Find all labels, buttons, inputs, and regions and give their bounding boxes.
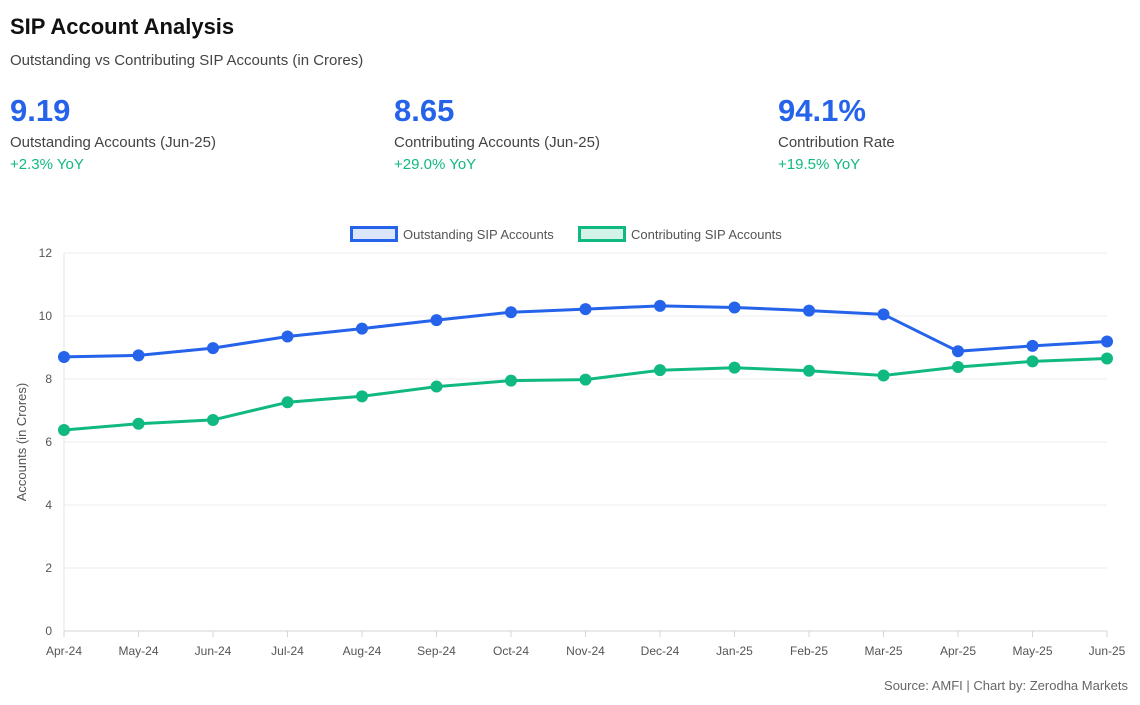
kpi-change: +2.3% YoY <box>10 156 84 173</box>
data-point-outstanding <box>207 342 219 355</box>
data-point-outstanding <box>803 304 815 317</box>
y-axis-title: Accounts (in Crores) <box>14 383 29 501</box>
kpi-label: Contribution Rate <box>778 134 895 151</box>
x-tick-label: Apr-25 <box>940 644 976 658</box>
data-point-outstanding <box>430 314 443 327</box>
data-point-outstanding <box>58 350 70 363</box>
y-tick-label: 6 <box>45 435 52 449</box>
x-tick-label: Jul-24 <box>271 644 304 658</box>
kpi-value: 9.19 <box>10 93 71 128</box>
data-point-contributing <box>803 364 815 377</box>
data-point-outstanding <box>1026 339 1039 352</box>
data-point-contributing <box>430 380 443 393</box>
x-tick-label: Jun-24 <box>195 644 232 658</box>
x-tick-label: Jan-25 <box>716 644 753 658</box>
kpi-change: +19.5% YoY <box>778 156 861 173</box>
y-tick-label: 0 <box>45 624 52 638</box>
page-title: SIP Account Analysis <box>10 14 235 39</box>
data-point-outstanding <box>1101 335 1113 348</box>
kpi-card-contributing: 8.65 Contributing Accounts (Jun-25) +29.… <box>394 92 754 173</box>
x-tick-label: Apr-24 <box>46 644 82 658</box>
data-point-outstanding <box>952 345 964 358</box>
source-note: Source: AMFI | Chart by: Zerodha Markets <box>884 678 1128 693</box>
data-point-contributing <box>1101 352 1113 365</box>
kpi-card-contribution-rate: 94.1% Contribution Rate +19.5% YoY <box>778 92 1138 173</box>
data-point-contributing <box>1026 355 1039 368</box>
x-tick-label: Dec-24 <box>641 644 680 658</box>
kpi-label: Contributing Accounts (Jun-25) <box>394 134 600 151</box>
kpi-value: 94.1% <box>778 93 866 128</box>
data-point-outstanding <box>579 303 592 316</box>
data-point-contributing <box>654 364 666 377</box>
x-tick-label: Sep-24 <box>417 644 456 658</box>
data-point-contributing <box>356 390 368 403</box>
data-point-contributing <box>952 361 964 374</box>
y-tick-label: 12 <box>39 246 53 260</box>
x-tick-label: Jun-25 <box>1089 644 1126 658</box>
data-point-contributing <box>728 361 741 374</box>
kpi-change: +29.0% YoY <box>394 156 477 173</box>
data-point-contributing <box>58 424 70 437</box>
legend-label: Outstanding SIP Accounts <box>403 227 554 242</box>
x-tick-label: Feb-25 <box>790 644 828 658</box>
data-point-outstanding <box>505 306 517 319</box>
x-tick-label: Oct-24 <box>493 644 529 658</box>
x-tick-label: May-25 <box>1012 644 1052 658</box>
data-point-contributing <box>207 413 219 426</box>
data-point-contributing <box>877 369 890 382</box>
kpi-label: Outstanding Accounts (Jun-25) <box>10 134 216 151</box>
data-point-outstanding <box>877 308 890 321</box>
legend-swatch-outstanding <box>350 226 398 242</box>
y-tick-label: 8 <box>45 372 52 386</box>
y-tick-label: 2 <box>45 561 52 575</box>
kpi-card-outstanding: 9.19 Outstanding Accounts (Jun-25) +2.3%… <box>10 92 370 173</box>
x-tick-label: Mar-25 <box>864 644 902 658</box>
data-point-outstanding <box>356 322 368 335</box>
y-tick-label: 10 <box>39 309 53 323</box>
x-tick-label: May-24 <box>118 644 158 658</box>
data-point-contributing <box>281 396 294 409</box>
data-point-contributing <box>132 417 145 430</box>
data-point-contributing <box>505 374 517 387</box>
page-subtitle: Outstanding vs Contributing SIP Accounts… <box>10 52 364 69</box>
series-line-contributing <box>63 357 1108 432</box>
line-chart: 0 2 4 6 8 10 12 Apr-24 May-24 Jun-24 Jul-24 Aug-24 S… <box>14 226 1126 658</box>
data-point-contributing <box>579 373 592 386</box>
data-point-outstanding <box>281 330 294 343</box>
data-point-outstanding <box>728 301 741 314</box>
legend-label: Contributing SIP Accounts <box>631 227 782 242</box>
data-point-outstanding <box>654 299 666 312</box>
legend-swatch-contributing <box>578 226 626 242</box>
data-point-outstanding <box>132 349 145 362</box>
kpi-value: 8.65 <box>394 93 455 128</box>
y-tick-label: 4 <box>45 498 52 512</box>
x-tick-label: Nov-24 <box>566 644 605 658</box>
x-tick-label: Aug-24 <box>343 644 382 658</box>
